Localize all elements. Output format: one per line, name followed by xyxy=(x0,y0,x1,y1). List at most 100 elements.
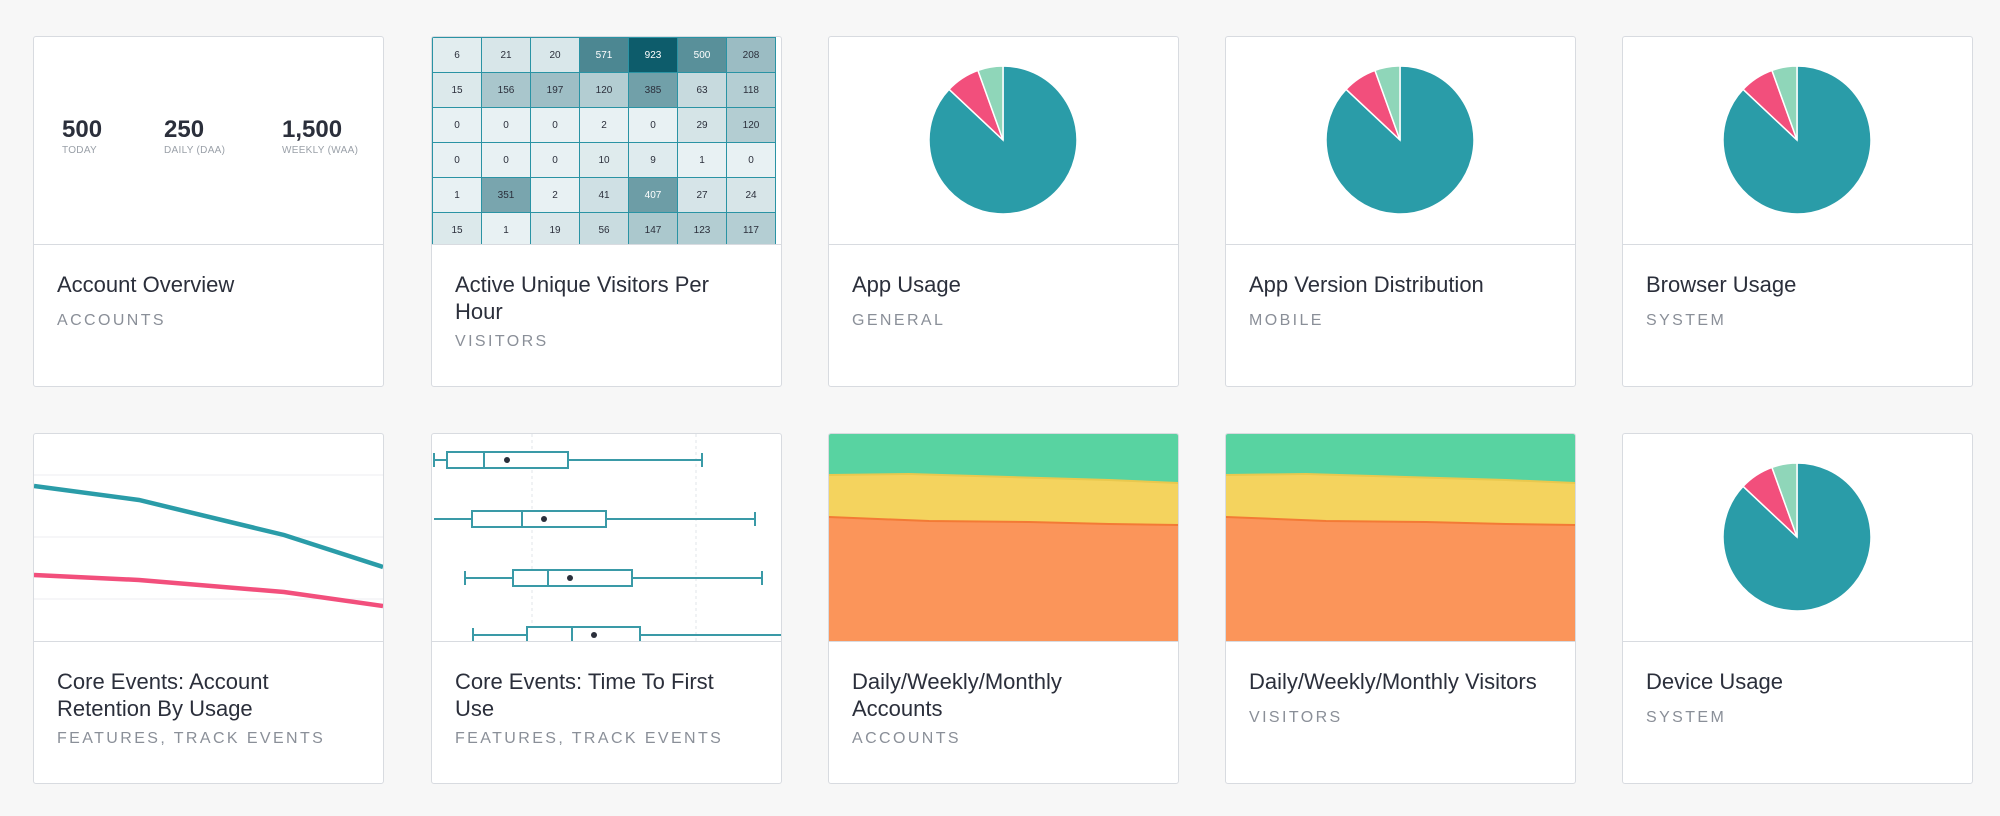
heatmap-cell: 27 xyxy=(677,177,727,213)
area-chart-thumbnail xyxy=(829,434,1178,642)
heatmap-cell: 19 xyxy=(530,212,580,244)
heatmap-cell: 56 xyxy=(579,212,629,244)
boxplot-mean xyxy=(567,575,573,581)
pie-chart xyxy=(928,65,1078,215)
card-title: Daily/Weekly/Monthly Accounts xyxy=(852,669,1062,721)
area-chart-thumbnail xyxy=(1226,434,1575,642)
heatmap-cell: 10 xyxy=(579,142,629,178)
heatmap-cell: 147 xyxy=(628,212,678,244)
heatmap-cell: 0 xyxy=(432,142,482,178)
card-dwm-accounts[interactable]: Daily/Weekly/Monthly Accounts ACCOUNTS xyxy=(828,433,1179,784)
card-account-retention[interactable]: Core Events: Account Retention By Usage … xyxy=(33,433,384,784)
heatmap-cell: 0 xyxy=(432,107,482,143)
pie-thumbnail xyxy=(1623,37,1972,245)
metric-weekly: 1,500 WEEKLY (WAA) xyxy=(282,116,359,157)
card-tags: FEATURES, TRACK EVENTS xyxy=(455,730,724,747)
metric-value: 250 xyxy=(164,116,205,143)
stacked-area-chart xyxy=(1226,434,1575,641)
area-orange-edge xyxy=(1226,516,1575,526)
metric-label: WEEKLY (WAA) xyxy=(282,145,359,156)
account-overview-thumbnail: 500 TODAY 250 DAILY (DAA) 1,500 WEEKLY (… xyxy=(34,37,383,245)
heatmap-row: 15 1 19 56 147 123 117 xyxy=(432,212,776,244)
heatmap-cell: 15 xyxy=(432,72,482,108)
heatmap-cell: 407 xyxy=(628,177,678,213)
heatmap-cell: 9 xyxy=(628,142,678,178)
heatmap-cell: 123 xyxy=(677,212,727,244)
metric-value: 500 xyxy=(62,116,103,143)
pie-slice xyxy=(1373,65,1401,141)
pie-chart xyxy=(1722,65,1872,215)
area-orange xyxy=(829,517,1178,641)
card-tags: ACCOUNTS xyxy=(57,312,166,329)
pie-thumbnail xyxy=(1226,37,1575,245)
heatmap-cell: 923 xyxy=(628,37,678,73)
heatmap-cell: 0 xyxy=(726,142,776,178)
boxplot-chart xyxy=(433,434,781,641)
card-tags: GENERAL xyxy=(852,312,946,329)
heatmap-row: 1 351 2 41 407 27 24 xyxy=(432,177,776,213)
card-tags: SYSTEM xyxy=(1646,709,1727,726)
boxplot-mean xyxy=(591,632,597,638)
heatmap-cell: 2 xyxy=(530,177,580,213)
card-app-version-distribution[interactable]: App Version Distribution MOBILE xyxy=(1225,36,1576,387)
heatmap-cell: 0 xyxy=(481,142,531,178)
metric-daily: 250 DAILY (DAA) xyxy=(164,116,225,157)
heatmap-cell: 1 xyxy=(677,142,727,178)
card-title: Browser Usage xyxy=(1646,272,1797,297)
card-app-usage[interactable]: App Usage GENERAL xyxy=(828,36,1179,387)
heatmap-cell: 197 xyxy=(530,72,580,108)
heatmap-cell: 1 xyxy=(432,177,482,213)
pie-slice xyxy=(1770,65,1798,141)
card-title: Core Events: Account Retention By Usage xyxy=(57,669,269,721)
heatmap-cell: 351 xyxy=(481,177,531,213)
card-device-usage[interactable]: Device Usage SYSTEM xyxy=(1622,433,1973,784)
heatmap-row: 0 0 0 10 9 1 0 xyxy=(432,142,776,178)
boxplot-2 xyxy=(434,510,756,528)
area-yellow-edge xyxy=(1226,472,1575,484)
heatmap-cell: 118 xyxy=(726,72,776,108)
card-tags: VISITORS xyxy=(1249,709,1343,726)
card-tags: ACCOUNTS xyxy=(852,730,961,747)
card-title: Account Overview xyxy=(57,272,235,297)
area-orange-edge xyxy=(829,516,1178,526)
card-title: App Version Distribution xyxy=(1249,272,1484,297)
heatmap-cell: 117 xyxy=(726,212,776,244)
series-line-teal xyxy=(34,483,383,570)
card-title: App Usage xyxy=(852,272,961,297)
card-account-overview[interactable]: 500 TODAY 250 DAILY (DAA) 1,500 WEEKLY (… xyxy=(33,36,384,387)
boxplot-3 xyxy=(464,569,763,587)
heatmap-cell: 0 xyxy=(628,107,678,143)
heatmap-cell: 29 xyxy=(677,107,727,143)
heatmap-row: 15 156 197 120 385 63 118 xyxy=(432,72,776,108)
heatmap-cell: 120 xyxy=(579,72,629,108)
heatmap-cell: 15 xyxy=(432,212,482,244)
line-chart xyxy=(34,474,383,609)
heatmap-cell: 120 xyxy=(726,107,776,143)
boxplot-thumbnail xyxy=(432,434,781,642)
pie-slice xyxy=(976,65,1004,141)
metric-value: 1,500 xyxy=(282,116,343,143)
card-active-unique-visitors[interactable]: 6 21 20 571 923 500 208 15 156 197 120 385 63 118 0 0 0 2… xyxy=(431,36,782,387)
heatmap-cell: 156 xyxy=(481,72,531,108)
card-browser-usage[interactable]: Browser Usage SYSTEM xyxy=(1622,36,1973,387)
heatmap-row: 0 0 0 2 0 29 120 xyxy=(432,107,776,143)
line-chart-thumbnail xyxy=(34,434,383,642)
heatmap-cell: 63 xyxy=(677,72,727,108)
heatmap-cell: 0 xyxy=(530,107,580,143)
metric-today: 500 TODAY xyxy=(62,116,103,157)
pie-slice xyxy=(1770,462,1798,538)
boxplot-mean xyxy=(504,457,510,463)
card-tags: VISITORS xyxy=(455,333,549,350)
heatmap-cell: 0 xyxy=(481,107,531,143)
heatmap-cell: 571 xyxy=(579,37,629,73)
card-dwm-visitors[interactable]: Daily/Weekly/Monthly Visitors VISITORS xyxy=(1225,433,1576,784)
boxplot-1 xyxy=(433,451,703,469)
boxplot-4 xyxy=(472,626,781,641)
card-title: Active Unique Visitors Per Hour xyxy=(455,272,709,324)
card-time-to-first-use[interactable]: Core Events: Time To First Use FEATURES,… xyxy=(431,433,782,784)
pie-thumbnail xyxy=(829,37,1178,245)
heatmap-cell: 2 xyxy=(579,107,629,143)
heatmap-cell: 24 xyxy=(726,177,776,213)
heatmap-cell: 208 xyxy=(726,37,776,73)
card-tags: FEATURES, TRACK EVENTS xyxy=(57,730,326,747)
